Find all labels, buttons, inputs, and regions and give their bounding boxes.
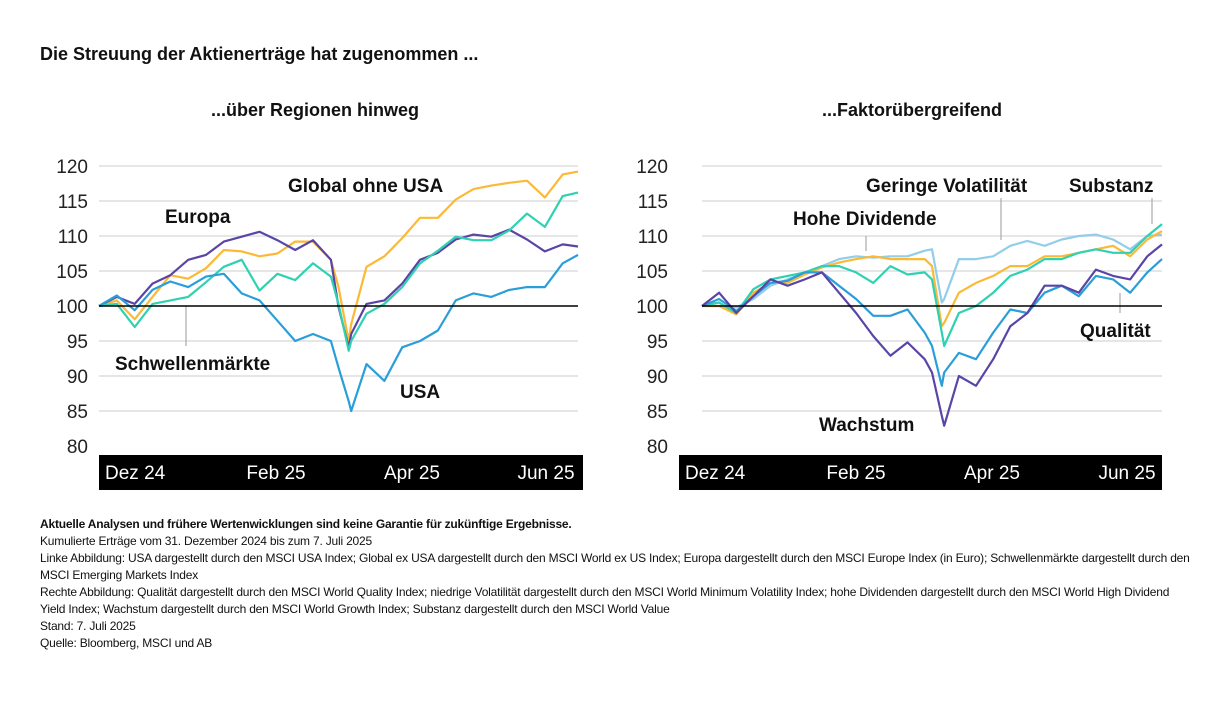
y-tick-label: 115 bbox=[638, 192, 668, 213]
y-tick-label: 80 bbox=[67, 437, 88, 458]
y-tick-label: 105 bbox=[56, 262, 88, 283]
series-line-wachstum bbox=[701, 243, 1163, 427]
x-tick-label: Jun 25 bbox=[1098, 463, 1155, 484]
x-tick-label: Jun 25 bbox=[517, 463, 574, 484]
x-tick-label: Apr 25 bbox=[384, 463, 440, 484]
x-tick-label: Dez 24 bbox=[685, 463, 746, 484]
series-label: Substanz bbox=[1069, 176, 1153, 197]
series-label: Qualität bbox=[1080, 321, 1151, 342]
y-tick-label: 110 bbox=[58, 227, 88, 248]
y-tick-label: 110 bbox=[638, 227, 668, 248]
right-chart-note: Rechte Abbildung: Qualität dargestellt d… bbox=[40, 585, 1170, 616]
y-tick-label: 90 bbox=[67, 367, 88, 388]
x-tick-label: Apr 25 bbox=[964, 463, 1020, 484]
series-line-qualität bbox=[701, 258, 1163, 387]
series-label: Europa bbox=[165, 207, 231, 228]
right-chart-title: ...Faktorübergreifend bbox=[821, 100, 1003, 120]
series-label: Geringe Volatilität bbox=[866, 176, 1028, 197]
series-label: Schwellenmärkte bbox=[115, 354, 270, 375]
y-tick-label: 105 bbox=[636, 262, 668, 283]
y-tick-label: 100 bbox=[56, 297, 88, 318]
y-tick-label: 115 bbox=[58, 192, 88, 213]
y-tick-label: 120 bbox=[56, 157, 88, 178]
y-tick-label: 80 bbox=[647, 437, 668, 458]
y-tick-label: 100 bbox=[636, 297, 668, 318]
series-label: Global ohne USA bbox=[288, 176, 443, 197]
x-axis-band bbox=[99, 455, 583, 490]
series-line-usa bbox=[98, 253, 579, 413]
source-note: Quelle: Bloomberg, MSCI und AB bbox=[40, 636, 213, 650]
y-tick-label: 90 bbox=[647, 367, 668, 388]
x-tick-label: Feb 25 bbox=[826, 463, 885, 484]
as-of-date: Stand: 7. Juli 2025 bbox=[40, 619, 136, 633]
y-tick-label: 120 bbox=[636, 157, 668, 178]
x-axis-band bbox=[679, 455, 1162, 490]
left-chart: 80 85 90 95 100 105 110 115 120 Dez 24 Feb 25 Apr 2… bbox=[56, 157, 583, 490]
y-tick-label: 85 bbox=[647, 402, 668, 423]
charts-canvas: 80 85 90 95 100 105 110 115 120 Dez 24 Feb 25 Apr 2… bbox=[56, 157, 1163, 490]
y-tick-label: 95 bbox=[67, 332, 88, 353]
period-note: Kumulierte Erträge vom 31. Dezember 2024… bbox=[40, 534, 372, 548]
left-chart-note: Linke Abbildung: USA dargestellt durch d… bbox=[40, 551, 1190, 582]
page-title: Die Streuung der Aktienerträge hat zugen… bbox=[40, 44, 479, 64]
right-chart: 80 85 90 95 100 105 110 115 120 Dez 24 Feb 25 Apr 2… bbox=[636, 157, 1163, 490]
y-tick-label: 85 bbox=[67, 402, 88, 423]
disclaimer: Aktuelle Analysen und frühere Wertenwick… bbox=[40, 517, 572, 531]
x-tick-label: Dez 24 bbox=[105, 463, 166, 484]
series-line-global-ohne-usa bbox=[98, 170, 579, 343]
series-label: USA bbox=[400, 382, 440, 403]
y-tick-label: 95 bbox=[647, 332, 668, 353]
series-label: Hohe Dividende bbox=[793, 209, 937, 230]
series-line-schwellenmärkte bbox=[98, 191, 579, 352]
x-tick-label: Feb 25 bbox=[246, 463, 305, 484]
left-chart-title: ...über Regionen hinweg bbox=[210, 100, 419, 120]
footnotes: Aktuelle Analysen und frühere Wertenwick… bbox=[40, 516, 1190, 652]
series-label: Wachstum bbox=[819, 415, 914, 436]
